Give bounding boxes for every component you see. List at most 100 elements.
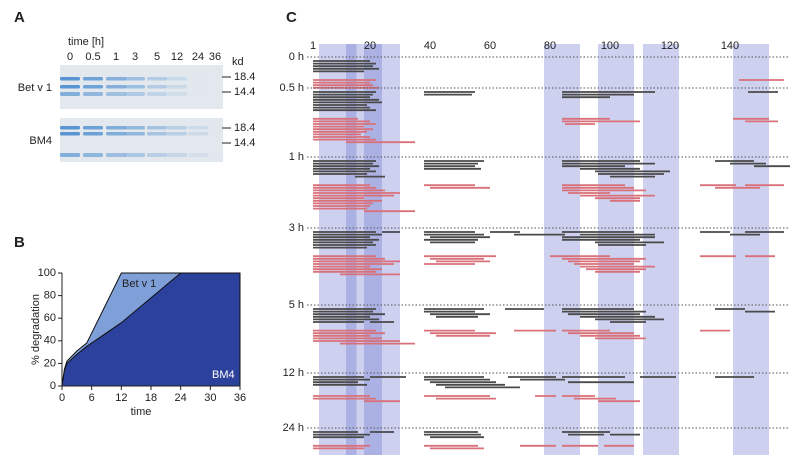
time-label: 1 <box>113 51 119 63</box>
time-label: 5 <box>154 51 160 63</box>
time-label: 0 <box>67 51 73 63</box>
residue-label: 120 <box>661 40 679 52</box>
gel-band <box>147 92 167 96</box>
panel-letter: C <box>286 9 297 26</box>
highlight <box>364 44 400 455</box>
time-label: 3 <box>132 51 138 63</box>
gel-band <box>205 132 225 136</box>
gel-band <box>83 126 103 130</box>
time-label: 24 <box>192 51 204 63</box>
series-label: BM4 <box>212 369 235 381</box>
y-axis-label: % degradation <box>30 294 42 365</box>
gel-band <box>106 77 126 81</box>
residue-label: 100 <box>601 40 619 52</box>
time-label: 36 <box>209 51 221 63</box>
gel-band <box>188 132 208 136</box>
gel-band <box>106 132 126 136</box>
x-tick-label: 6 <box>89 392 95 404</box>
panel-letter: A <box>14 9 25 26</box>
residue-label: 60 <box>484 40 496 52</box>
gel-band <box>106 153 126 157</box>
marker-label: 18.4 <box>234 71 255 83</box>
gel-band <box>106 92 126 96</box>
gel-band <box>147 126 167 130</box>
gel-band <box>60 85 80 89</box>
residue-label: 140 <box>721 40 739 52</box>
gel-band <box>83 153 103 157</box>
gel-band <box>147 77 167 81</box>
gel-band <box>83 85 103 89</box>
gel-band <box>125 77 145 81</box>
residue-label: 1 <box>310 40 316 52</box>
x-tick-label: 12 <box>115 392 127 404</box>
highlight <box>598 44 634 455</box>
unit: kd <box>232 56 244 68</box>
series-label: Bet v 1 <box>122 278 156 290</box>
gel-band <box>167 126 187 130</box>
gel-band <box>188 153 208 157</box>
gel-band <box>125 126 145 130</box>
residue-label: 20 <box>364 40 376 52</box>
gel-band <box>205 153 225 157</box>
gel-band <box>60 77 80 81</box>
gel-band <box>167 85 187 89</box>
x-tick-label: 24 <box>175 392 187 404</box>
gel-band <box>60 126 80 130</box>
x-axis-label: time <box>131 406 152 418</box>
time-title: time [h] <box>68 36 104 48</box>
gel-band <box>167 77 187 81</box>
lane-name: BM4 <box>29 135 52 147</box>
time-label: 0 h <box>289 51 304 63</box>
gel-band <box>60 153 80 157</box>
gel-band <box>125 153 145 157</box>
y-tick-label: 100 <box>38 267 56 279</box>
time-label: 12 h <box>283 367 304 379</box>
gel-band <box>147 153 167 157</box>
gel-band <box>167 132 187 136</box>
y-tick-label: 0 <box>50 380 56 392</box>
time-label: 3 h <box>289 222 304 234</box>
residue-label: 80 <box>544 40 556 52</box>
highlight <box>544 44 580 455</box>
panel-letter: B <box>14 234 25 251</box>
lane-name: Bet v 1 <box>18 82 52 94</box>
y-tick-label: 60 <box>44 312 56 324</box>
time-label: 0.5 <box>85 51 100 63</box>
marker-label: 18.4 <box>234 122 255 134</box>
residue-label: 40 <box>424 40 436 52</box>
gel-band <box>60 92 80 96</box>
y-tick-label: 20 <box>44 357 56 369</box>
marker-label: 14.4 <box>234 86 255 98</box>
gel-band <box>167 153 187 157</box>
x-tick-label: 0 <box>59 392 65 404</box>
gel-band <box>188 126 208 130</box>
x-tick-label: 36 <box>234 392 246 404</box>
time-label: 5 h <box>289 299 304 311</box>
gel-band <box>125 85 145 89</box>
x-tick-label: 18 <box>145 392 157 404</box>
gel-band <box>147 132 167 136</box>
highlight <box>733 44 769 455</box>
gel-band <box>83 92 103 96</box>
gel-band <box>83 77 103 81</box>
highlight <box>319 44 357 455</box>
gel-band <box>83 132 103 136</box>
highlight <box>346 44 382 455</box>
highlight <box>643 44 679 455</box>
gel-band <box>167 92 187 96</box>
gel-band <box>106 85 126 89</box>
time-label: 24 h <box>283 422 304 434</box>
time-label: 12 <box>171 51 183 63</box>
gel-band <box>60 132 80 136</box>
gel-band <box>125 132 145 136</box>
x-tick-label: 30 <box>204 392 216 404</box>
marker-label: 14.4 <box>234 137 255 149</box>
y-tick-label: 80 <box>44 290 56 302</box>
gel-band <box>147 85 167 89</box>
area <box>61 272 241 387</box>
gel-band <box>125 92 145 96</box>
time-label: 1 h <box>289 151 304 163</box>
time-label: 0.5 h <box>280 82 304 94</box>
gel-band <box>106 126 126 130</box>
